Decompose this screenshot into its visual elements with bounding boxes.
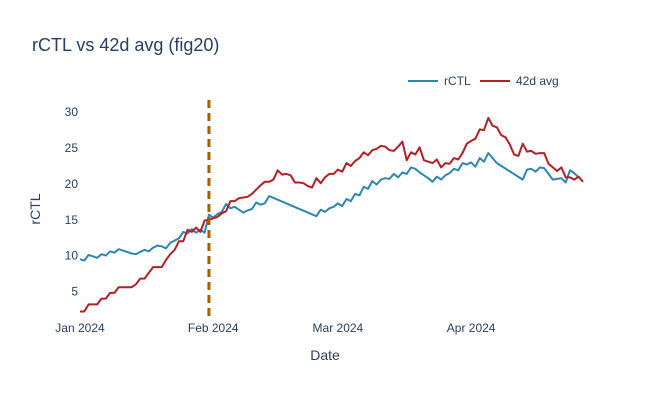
y-tick-label: 15 [65,213,79,227]
legend-item-42d-avg[interactable]: 42d avg [480,74,559,88]
series-line-42d-avg [80,116,584,313]
y-tick-label: 30 [65,105,79,119]
legend-item-rctl[interactable]: rCTL [408,74,471,88]
plot-area [79,100,584,318]
x-tick-label: Mar 2024 [313,321,364,335]
x-axis-title: Date [310,347,340,363]
x-tick-label: Jan 2024 [55,321,105,335]
legend-label: rCTL [444,74,471,88]
y-axis-title: rCTL [27,193,43,224]
x-tick-label: Feb 2024 [188,321,239,335]
y-tick-label: 10 [65,249,79,263]
axes: 5 10 15 20 25 30 Jan 2024 Feb 2024 Mar 2024 Apr 2… [55,105,496,335]
legend[interactable]: rCTL 42d avg [408,74,559,88]
y-tick-label: 20 [65,177,79,191]
series-line-rctl [79,152,580,262]
y-tick-label: 5 [71,284,78,298]
y-tick-label: 25 [65,141,79,155]
legend-label: 42d avg [516,74,559,88]
chart-title: rCTL vs 42d avg (fig20) [32,35,219,55]
x-tick-label: Apr 2024 [447,321,496,335]
